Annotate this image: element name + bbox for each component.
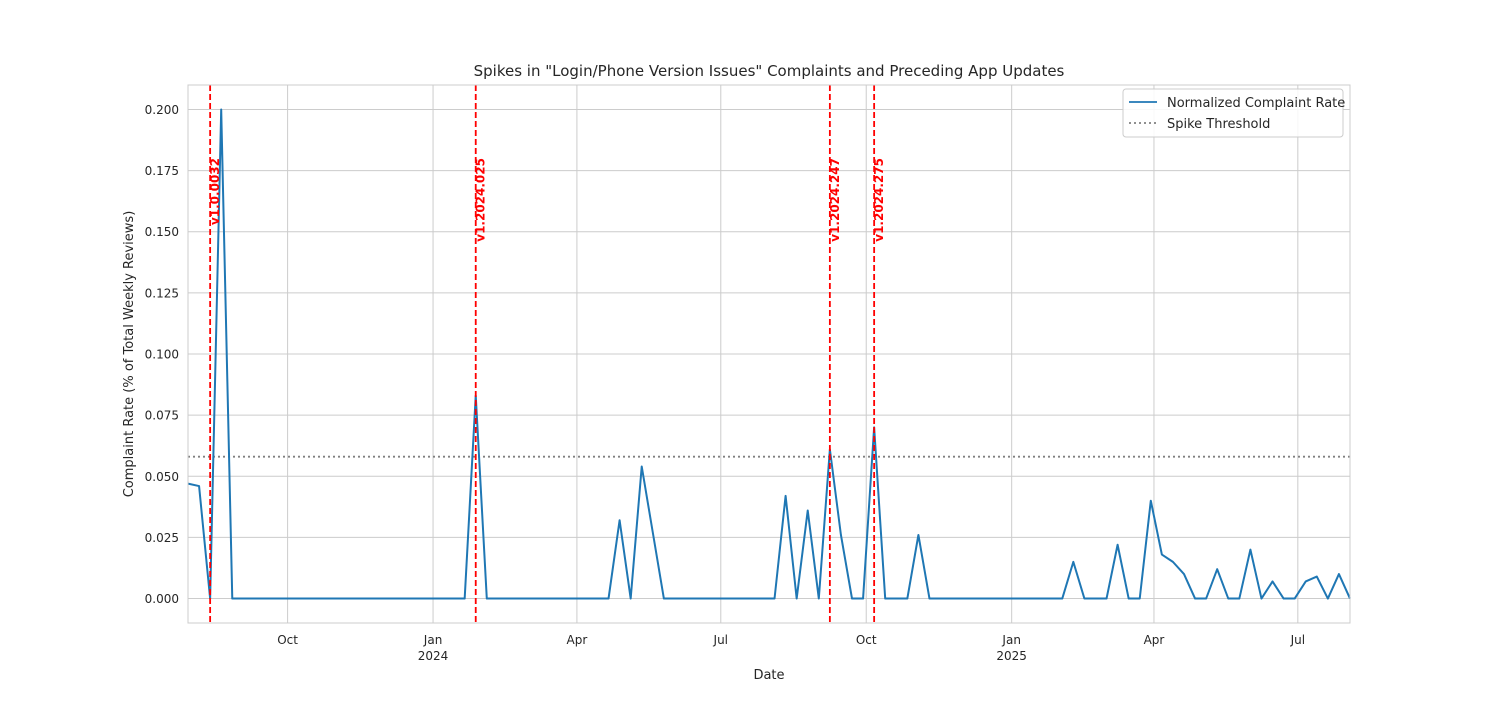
complaint-rate-point (796, 598, 797, 599)
complaint-rate-point (840, 534, 841, 535)
y-tick-label: 0.175 (145, 164, 179, 178)
x-tick-label: Jul (1290, 633, 1305, 647)
x-tick-label: Oct (277, 633, 298, 647)
x-tick-label: Jul (713, 633, 728, 647)
complaint-rate-point (486, 598, 487, 599)
complaint-rate-point (785, 495, 786, 496)
complaint-rate-point (929, 598, 930, 599)
tick-labels: 0.000 0.025 0.050 0.075 0.100 0.125 0.150 0.175… (145, 103, 1305, 663)
x-axis-label: Date (753, 668, 784, 683)
y-tick-label: 0.000 (145, 592, 179, 606)
x-tick-year-label: 2025 (996, 649, 1027, 663)
app-update-label: v1.2024.025 (474, 158, 488, 242)
complaint-rate-line (187, 108, 1351, 600)
legend-box (1122, 88, 1344, 138)
complaint-rate-point (862, 598, 863, 599)
complaint-rate-point (1194, 598, 1195, 599)
x-tick-label: Apr (1144, 633, 1165, 647)
complaint-rate-point (1150, 500, 1151, 501)
x-tick-label: Oct (856, 633, 877, 647)
y-tick-label: 0.075 (145, 409, 179, 423)
update-markers: v1.0.0032 v1.2024.025 v1.2024.247 v1.2024.2… (208, 85, 886, 623)
complaint-rate-point (1161, 554, 1162, 555)
complaint-rate-point (1206, 598, 1207, 599)
complaint-rate-point (1139, 598, 1140, 599)
x-tick-label: Apr (567, 633, 588, 647)
series-layer (187, 108, 1351, 600)
complaint-rate-point (1228, 598, 1229, 599)
complaint-rate-point (221, 109, 222, 110)
x-tick-label: Jan (423, 633, 443, 647)
complaint-rate-point (1305, 581, 1306, 582)
complaint-rate-point (1117, 544, 1118, 545)
complaint-rate-point (885, 598, 886, 599)
complaint-rate-point (1183, 573, 1184, 574)
legend-series-label: Normalized Complaint Rate (1167, 96, 1345, 111)
complaint-rate-point (774, 598, 775, 599)
complaint-rate-point (630, 598, 631, 599)
y-tick-label: 0.100 (145, 348, 179, 362)
complaint-rate-point (851, 598, 852, 599)
complaint-rate-point (641, 466, 642, 467)
complaint-rate-point (1316, 576, 1317, 577)
complaint-rate-point (1106, 598, 1107, 599)
plot-frame (187, 84, 1351, 624)
grid-lines (188, 85, 1350, 623)
complaint-rate-point (1217, 569, 1218, 570)
chart-title: Spikes in "Login/Phone Version Issues" C… (474, 62, 1065, 80)
complaint-rate-point (619, 520, 620, 521)
complaint-rate-point (918, 534, 919, 535)
complaint-rate-point (1062, 598, 1063, 599)
complaint-rate-point (1338, 573, 1339, 574)
app-update-label: v1.2024.247 (828, 158, 842, 242)
complaint-rate-point (1250, 549, 1251, 550)
complaint-rate-point (1261, 598, 1262, 599)
app-update-label: v1.0.0032 (208, 158, 222, 225)
complaint-rate-point (807, 510, 808, 511)
x-tick-label: Jan (1001, 633, 1021, 647)
complaint-rate-point (1073, 561, 1074, 562)
app-update-label: v1.2024.275 (872, 158, 886, 242)
y-axis-label: Complaint Rate (% of Total Weekly Review… (122, 211, 137, 498)
complaint-rate-point (198, 485, 199, 486)
complaint-rate-point (1239, 598, 1240, 599)
x-tick-year-label: 2024 (418, 649, 449, 663)
complaint-rate-point (652, 532, 653, 533)
complaint-rate-point (907, 598, 908, 599)
complaint-rate-point (1327, 598, 1328, 599)
complaint-rate-point (663, 598, 664, 599)
complaint-rate-point (1128, 598, 1129, 599)
y-tick-label: 0.125 (145, 286, 179, 300)
complaint-rate-point (1172, 561, 1173, 562)
complaint-rate-point (232, 598, 233, 599)
legend-threshold-label: Spike Threshold (1167, 117, 1270, 132)
y-tick-label: 0.025 (145, 531, 179, 545)
complaint-rate-point (608, 598, 609, 599)
complaint-rate-point (1283, 598, 1284, 599)
y-tick-label: 0.150 (145, 225, 179, 239)
legend: Normalized Complaint Rate Spike Threshol… (1122, 88, 1345, 138)
complaint-rate-point (1272, 581, 1273, 582)
complaint-rate-point (1084, 598, 1085, 599)
y-tick-label: 0.050 (145, 470, 179, 484)
complaint-rate-point (818, 598, 819, 599)
complaint-rate-point (464, 598, 465, 599)
complaint-rate-point (1294, 598, 1295, 599)
y-tick-label: 0.200 (145, 103, 179, 117)
